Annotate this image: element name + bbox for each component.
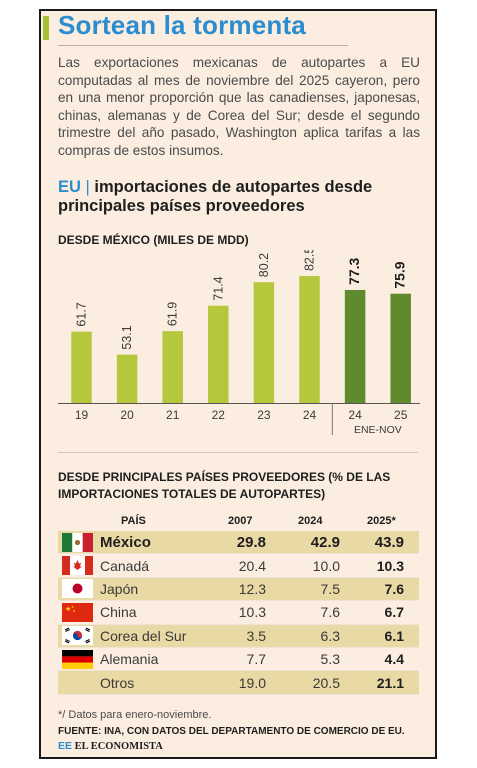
section-title: EU | importaciones de autopartes desde p… [58, 178, 428, 216]
footnote: */ Datos para enero-noviembre. [58, 709, 212, 721]
source-note: FUENTE: INA, CON DATOS DEL DEPARTAMENTO … [58, 726, 405, 737]
intro-paragraph: Las exportaciones mexicanas de autoparte… [58, 55, 420, 158]
country-name: Otros [96, 670, 194, 695]
x-tick-label: 22 [212, 408, 226, 422]
logo-text: EL ECONOMISTA [74, 741, 163, 752]
value-2007: 29.8 [194, 531, 274, 554]
logo-mark: EE [58, 740, 73, 752]
value-2025: 6.7 [384, 604, 404, 621]
value-2024: 10.0 [312, 557, 340, 574]
section-title-text: importaciones de autopartes desde princi… [58, 178, 373, 215]
value-2025: 4.4 [384, 651, 404, 668]
country-name: Alemania [100, 651, 159, 668]
country-name: Canadá [100, 557, 150, 574]
publisher-logo: EE EL ECONOMISTA [58, 740, 163, 752]
bar-value-label: 75.9 [392, 261, 408, 288]
value-2007: 10.3 [238, 604, 266, 621]
flag-cell [58, 531, 96, 554]
country-name: China [100, 604, 137, 621]
bar-value-label: 80.2 [257, 253, 271, 277]
table-row: Corea del Sur 3.5 6.3 6.1 [58, 624, 419, 648]
bar-value-label: 61.9 [166, 302, 180, 326]
header-2024: 2024 [298, 515, 323, 527]
table-row: México 29.8 42.9 43.9 [58, 531, 419, 554]
bar-21 [162, 331, 183, 403]
value-2025: 21.1 [350, 670, 419, 695]
x-tick-label: 24 [303, 408, 317, 422]
china-flag-icon: ★ ★ ★ [61, 602, 93, 622]
germany-flag-icon [61, 649, 93, 669]
value-2025: 6.1 [350, 624, 419, 648]
flag-cell [58, 647, 96, 670]
value-2024: 7.5 [274, 577, 350, 601]
value-2024: 20.5 [274, 670, 350, 695]
section-pipe: | [85, 178, 90, 196]
page-title: Sortean la tormenta [58, 10, 306, 40]
bar-22 [208, 305, 229, 403]
title-accent-bar [43, 16, 49, 40]
header-2025: 2025* [367, 515, 396, 527]
section-divider [58, 452, 418, 453]
value-2024: 7.6 [320, 604, 340, 621]
value-2007: 7.7 [246, 651, 266, 668]
value-2007: 20.4 [238, 557, 266, 574]
bar-value-label: 77.3 [346, 257, 362, 284]
flag-cell [58, 554, 96, 577]
bar-25-ene-nov [390, 293, 411, 403]
flag-cell [58, 670, 96, 695]
flag-cell [58, 624, 96, 648]
table-row: Otros 19.0 20.5 21.1 [58, 670, 419, 695]
country-name: Corea del Sur [96, 624, 194, 648]
section-eu-label: EU [58, 178, 81, 196]
flag-cell: ★ ★ ★ [58, 601, 96, 624]
value-2007: 19.0 [194, 670, 274, 695]
svg-text:★: ★ [71, 605, 74, 609]
header-country: PAÍS [121, 515, 146, 527]
flag-cell [58, 577, 96, 601]
svg-text:★: ★ [65, 605, 71, 613]
bar-20 [116, 354, 138, 403]
country-name: México [96, 531, 194, 554]
value-2025: 43.9 [350, 531, 419, 554]
canada-flag-icon [61, 556, 93, 576]
value-2024: 42.9 [274, 531, 350, 554]
x-tick-label: 25 [394, 408, 408, 422]
japan-flag-icon [61, 579, 93, 599]
value-2025: 10.3 [376, 557, 404, 574]
country-name: Japón [96, 577, 194, 601]
x-tick-label: 19 [75, 408, 89, 422]
x-tick-label: 24 [348, 408, 362, 422]
bar-chart: 61.7 19 53.1 20 61.9 21 71.4 22 80.2 23 82.5 24 77.3… [58, 250, 420, 436]
table-title: DESDE PRINCIPALES PAÍSES PROVEEDORES (% … [58, 470, 391, 501]
mexico-flag-icon [61, 532, 93, 552]
value-2007: 12.3 [194, 577, 274, 601]
value-2007: 3.5 [194, 624, 274, 648]
chart-title: DESDE MÉXICO (MILES DE MDD) [58, 233, 249, 247]
table-row: ★ ★ ★ China 10.3 7.6 6.7 [58, 601, 419, 625]
share-table: México 29.8 42.9 43.9 Canadá 20.4 10.0 10.3 Japó… [58, 531, 419, 695]
table-row: Canadá 20.4 10.0 10.3 [58, 554, 419, 578]
x-tick-label: 23 [257, 408, 271, 422]
header-2007: 2007 [228, 515, 253, 527]
table-row: Japón 12.3 7.5 7.6 [58, 577, 419, 601]
bar-value-label: 53.1 [120, 325, 134, 349]
bar-value-label: 61.7 [75, 302, 89, 326]
title-divider [58, 45, 348, 46]
bar-19 [71, 331, 92, 403]
x-tick-label: 21 [166, 408, 180, 422]
period-label: ENE-NOV [354, 424, 402, 436]
bar-value-label: 71.4 [211, 276, 225, 300]
bar-value-label: 82.5 [303, 250, 317, 271]
svg-text:★: ★ [72, 609, 75, 613]
x-tick-label: 20 [120, 408, 134, 422]
value-2024: 5.3 [320, 651, 340, 668]
bar-23 [253, 282, 275, 403]
value-2025: 7.6 [350, 577, 419, 601]
bar-24-ene-nov [344, 289, 366, 403]
table-row: Alemania 7.7 5.3 4.4 [58, 647, 419, 671]
value-2024: 6.3 [274, 624, 350, 648]
bar-24 [299, 276, 320, 403]
south-korea-flag-icon [61, 626, 93, 646]
